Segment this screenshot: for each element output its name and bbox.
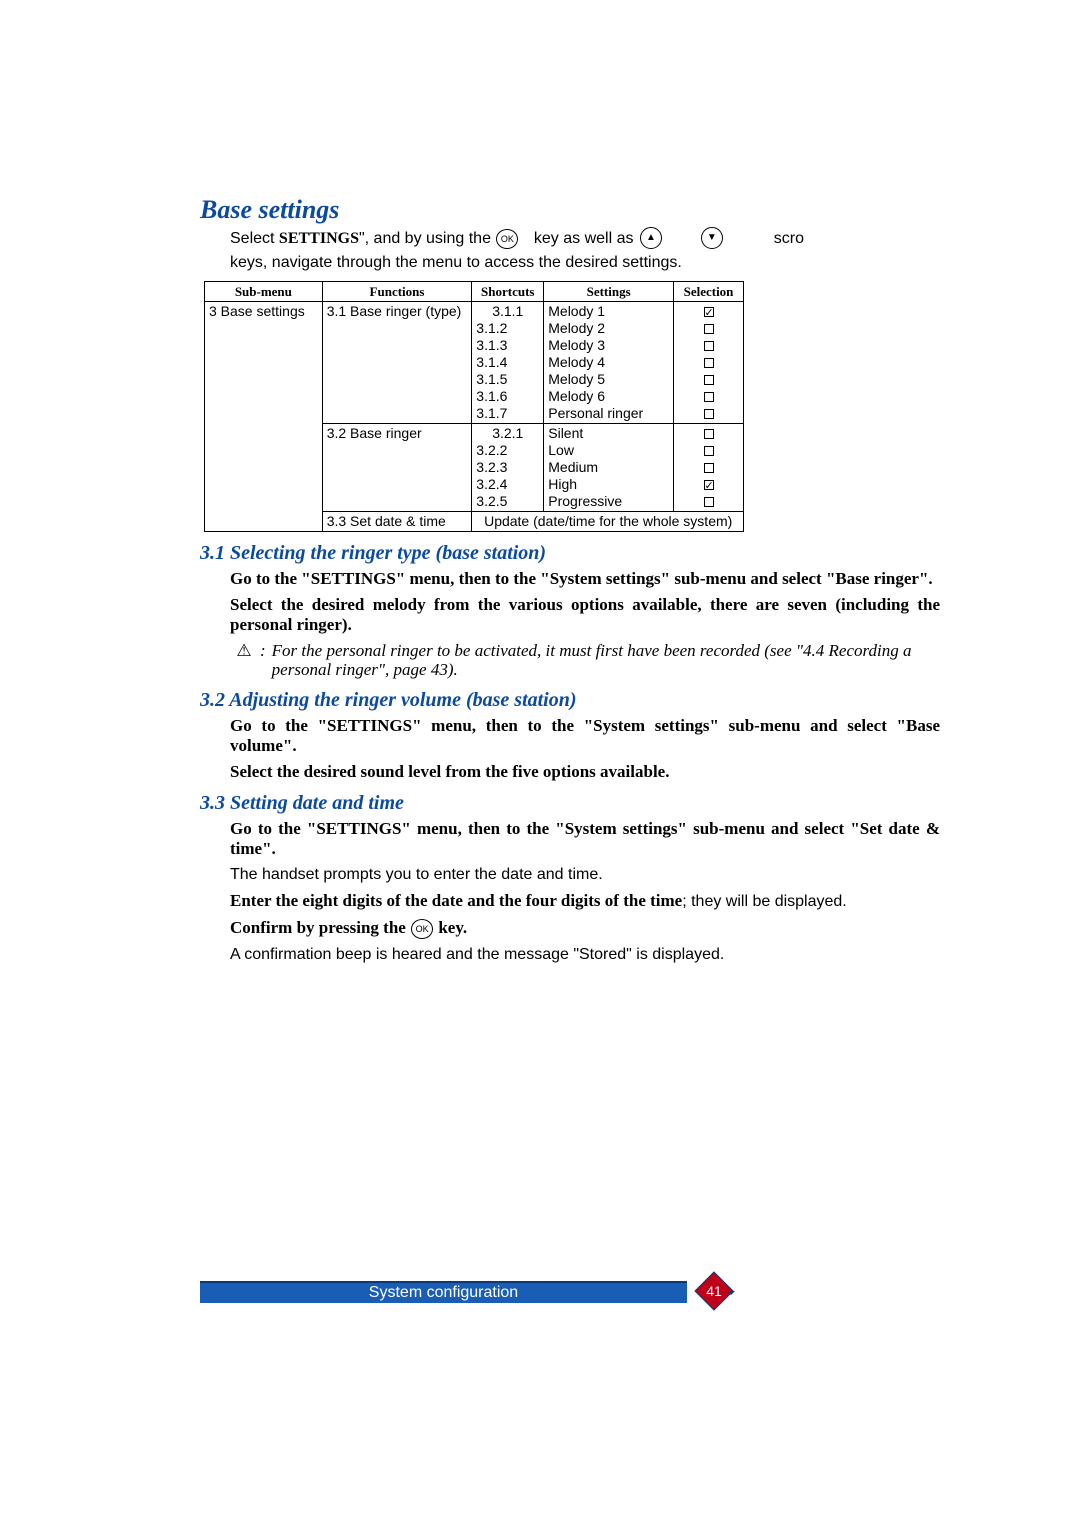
- footer-bar: System configuration: [200, 1281, 687, 1303]
- shortcut-val: 3.2.2: [476, 442, 539, 459]
- settings-table: Sub-menu Functions Shortcuts Settings Se…: [204, 281, 744, 532]
- paragraph: Confirm by pressing the OK key.: [200, 918, 940, 939]
- table-header-row: Sub-menu Functions Shortcuts Settings Se…: [205, 282, 744, 302]
- cell-func: 3.2 Base ringer: [322, 424, 472, 512]
- setting-val: Melody 3: [548, 337, 669, 354]
- paragraph: Select the desired sound level from the …: [200, 762, 940, 782]
- paragraph: Enter the eight digits of the date and t…: [200, 891, 940, 912]
- intro-line2: keys, navigate through the menu to acces…: [230, 254, 682, 271]
- up-arrow-icon: ▲: [640, 227, 662, 249]
- down-arrow-icon: ▼: [701, 227, 723, 249]
- cell-func: 3.1 Base ringer (type): [322, 302, 472, 424]
- checkbox-icon: [704, 497, 714, 507]
- text: scro: [774, 230, 804, 247]
- settings-word: SETTINGS: [279, 230, 359, 247]
- section-heading: 3.3 Setting date and time: [200, 792, 940, 815]
- setting-val: Progressive: [548, 493, 669, 510]
- section-heading: 3.2 Adjusting the ringer volume (base st…: [200, 689, 940, 712]
- cell-func: 3.3 Set date & time: [322, 512, 472, 532]
- setting-val: Melody 6: [548, 388, 669, 405]
- cell-selection: [674, 302, 744, 424]
- merged-text: Update (date/time for the whole system): [484, 513, 732, 529]
- checkbox-icon: [704, 375, 714, 385]
- paragraph: A confirmation beep is heared and the me…: [200, 945, 940, 965]
- shortcut-val: 3.1.3: [476, 337, 539, 354]
- ok-key-icon: OK: [411, 919, 433, 939]
- checkbox-icon: [704, 480, 714, 490]
- shortcut-val: 3.2.1: [476, 425, 539, 442]
- checkbox-icon: [704, 392, 714, 402]
- checkbox-icon: [704, 463, 714, 473]
- warning-icon: ⚠: [232, 641, 256, 679]
- th-functions: Functions: [322, 282, 472, 302]
- checkbox-icon: [704, 429, 714, 439]
- sections: 3.1 Selecting the ringer type (base stat…: [200, 542, 940, 965]
- setting-val: Medium: [548, 459, 669, 476]
- th-submenu: Sub-menu: [205, 282, 323, 302]
- th-settings: Settings: [544, 282, 674, 302]
- ok-key-icon: OK: [496, 229, 518, 249]
- paragraph: Go to the "SETTINGS" menu, then to the "…: [200, 569, 940, 589]
- th-selection: Selection: [674, 282, 744, 302]
- cell-shortcuts: 3.2.1 3.2.2 3.2.3 3.2.4 3.2.5: [472, 424, 544, 512]
- setting-val: Low: [548, 442, 669, 459]
- setting-val: High: [548, 476, 669, 493]
- shortcut-val: 3.2.3: [476, 459, 539, 476]
- checkbox-icon: [704, 307, 714, 317]
- shortcut-val: 3.2.5: [476, 493, 539, 510]
- text: key as well as: [534, 230, 638, 247]
- setting-val: Melody 2: [548, 320, 669, 337]
- checkbox-icon: [704, 409, 714, 419]
- shortcut-val: 3.1.7: [476, 405, 539, 422]
- setting-val: Melody 5: [548, 371, 669, 388]
- page-number-text: 41: [706, 1283, 722, 1299]
- paragraph: Go to the "SETTINGS" menu, then to the "…: [200, 716, 940, 756]
- shortcut-val: 3.1.5: [476, 371, 539, 388]
- setting-val: Personal ringer: [548, 405, 669, 422]
- warning-text: For the personal ringer to be activated,…: [272, 641, 940, 679]
- setting-val: Silent: [548, 425, 669, 442]
- shortcut-val: 3.1.4: [476, 354, 539, 371]
- setting-val: Melody 4: [548, 354, 669, 371]
- shortcut-val: 3.1.1: [476, 303, 539, 320]
- page-number-badge: 41: [693, 1270, 735, 1312]
- shortcut-val: 3.2.4: [476, 476, 539, 493]
- table-row: 3 Base settings 3.1 Base ringer (type) 3…: [205, 302, 744, 424]
- th-shortcuts: Shortcuts: [472, 282, 544, 302]
- cell-selection: [674, 424, 744, 512]
- section-heading: 3.1 Selecting the ringer type (base stat…: [200, 542, 940, 565]
- main-title: Base settings: [200, 195, 940, 225]
- cell-shortcuts: 3.1.1 3.1.2 3.1.3 3.1.4 3.1.5 3.1.6 3.1.…: [472, 302, 544, 424]
- text: ", and by using the: [359, 230, 491, 247]
- text: Select: [230, 230, 279, 247]
- paragraph: Select the desired melody from the vario…: [200, 595, 940, 635]
- cell-merged: Update (date/time for the whole system): [472, 512, 744, 532]
- paragraph: The handset prompts you to enter the dat…: [200, 865, 940, 885]
- page-content: Base settings Select SETTINGS", and by u…: [200, 195, 940, 971]
- intro-para: Select SETTINGS", and by using the OK ke…: [200, 227, 940, 275]
- setting-val: Melody 1: [548, 303, 669, 320]
- checkbox-icon: [704, 341, 714, 351]
- checkbox-icon: [704, 324, 714, 334]
- warning-note: ⚠:For the personal ringer to be activate…: [200, 641, 940, 679]
- cell-settings: Silent Low Medium High Progressive: [544, 424, 674, 512]
- checkbox-icon: [704, 358, 714, 368]
- cell-settings: Melody 1 Melody 2 Melody 3 Melody 4 Melo…: [544, 302, 674, 424]
- shortcut-val: 3.1.6: [476, 388, 539, 405]
- cell-submenu: 3 Base settings: [205, 302, 323, 532]
- paragraph: Go to the "SETTINGS" menu, then to the "…: [200, 819, 940, 859]
- shortcut-val: 3.1.2: [476, 320, 539, 337]
- checkbox-icon: [704, 446, 714, 456]
